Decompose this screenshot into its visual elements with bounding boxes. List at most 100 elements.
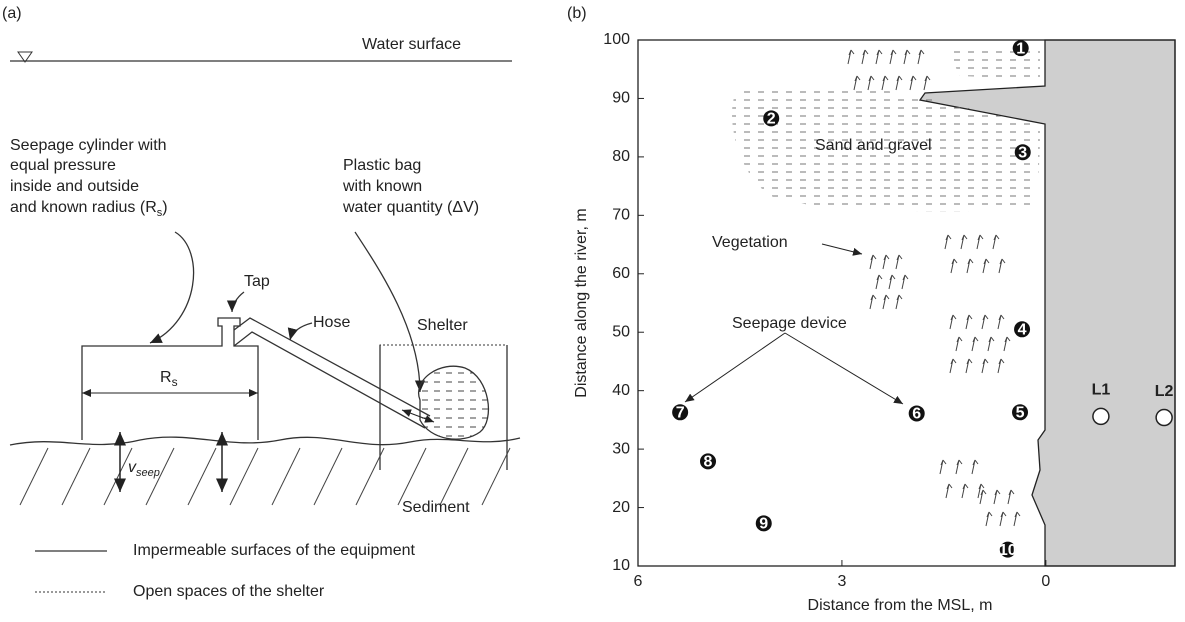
vegetation-mark — [992, 234, 1000, 250]
seepage-point — [1014, 144, 1031, 161]
y-tick-label: 70 — [612, 207, 630, 224]
vegetation-mark — [861, 49, 869, 65]
vegetation-mark — [997, 358, 1005, 374]
vegetation-mark — [875, 274, 883, 290]
sand-gravel-area — [732, 86, 1040, 212]
point-label: 9 — [759, 516, 768, 533]
vegetation-mark — [949, 314, 957, 330]
y-tick-label: 50 — [612, 323, 630, 340]
x-tick-label: 3 — [837, 573, 846, 590]
seepage-point — [1014, 321, 1031, 338]
vegetation-mark — [917, 49, 925, 65]
cylinder-note: Seepage cylinder with — [10, 137, 167, 154]
vegetation-mark — [955, 336, 963, 352]
vegetation-mark — [895, 75, 903, 91]
seepage-point — [763, 110, 780, 127]
vegetation-mark — [993, 489, 1001, 505]
vegetation-mark — [895, 254, 903, 270]
cylinder-note: and known radius (Rs) — [10, 199, 168, 219]
y-axis-label: Distance along the river, m — [573, 208, 590, 397]
vegetation-mark — [971, 336, 979, 352]
point-label: 7 — [676, 405, 685, 422]
vegetation-mark — [882, 254, 890, 270]
vegetation-mark — [987, 336, 995, 352]
shelter-top — [379, 344, 508, 470]
vegetation — [847, 49, 1021, 527]
seepage-point — [672, 404, 689, 421]
y-tick-label: 30 — [612, 440, 630, 457]
vegetation-mark — [955, 459, 963, 475]
vegetation-mark — [981, 314, 989, 330]
hatch-line — [103, 447, 133, 506]
velocity-label: vseep — [128, 459, 160, 479]
pointer — [821, 243, 863, 256]
seepage-point — [999, 541, 1016, 558]
seepage-point — [1012, 40, 1029, 57]
vegetation-mark — [901, 274, 909, 290]
x-tick-label: 6 — [634, 573, 643, 590]
legend-text: Impermeable surfaces of the equipment — [133, 542, 415, 559]
legend-text: Open spaces of the shelter — [133, 583, 325, 600]
vegetation-mark — [895, 294, 903, 310]
hatch-line — [271, 447, 301, 506]
vegetation-mark — [888, 274, 896, 290]
hatching — [19, 447, 511, 506]
panel-a: (a) Water surface Seepage cylinder with … — [2, 5, 521, 600]
vegetation-mark — [869, 294, 877, 310]
bag-note: water quantity (ΔV) — [342, 199, 479, 216]
vegetation-mark — [965, 358, 973, 374]
vegetation-mark — [997, 314, 1005, 330]
vegetation-mark — [889, 49, 897, 65]
y-tick-label: 90 — [612, 90, 630, 107]
plastic-bag — [417, 365, 490, 440]
seepage-point — [700, 453, 717, 470]
x-axis-label: Distance from the MSL, m — [808, 597, 993, 614]
pointer — [226, 291, 245, 313]
vegetation-mark — [961, 483, 969, 499]
vegetation-mark — [939, 459, 947, 475]
tap-label: Tap — [244, 273, 270, 290]
plot-frame — [637, 39, 1176, 567]
panel-label: (a) — [2, 5, 22, 22]
point-label: 10 — [999, 542, 1017, 559]
vegetation-mark — [971, 459, 979, 475]
sediment-surface — [9, 436, 521, 446]
bag-note: with known — [342, 178, 422, 195]
hatch-line — [229, 447, 259, 506]
vegetation-mark — [960, 234, 968, 250]
point-label: 6 — [912, 406, 921, 423]
vegetation-mark — [875, 49, 883, 65]
vegetation-mark — [1007, 489, 1015, 505]
bag-note: Plastic bag — [343, 157, 421, 174]
sand-label: Sand and gravel — [815, 137, 932, 154]
velocity-sub: seep — [136, 467, 160, 479]
cylinder-note: equal pressure — [10, 157, 116, 174]
hatch-line — [481, 447, 511, 506]
point-label: 4 — [1018, 322, 1027, 339]
device-label: Seepage device — [732, 315, 847, 332]
vegetation-mark — [998, 258, 1006, 274]
sediment-label: Sediment — [402, 499, 470, 516]
panel-label: (b) — [567, 5, 587, 22]
pointer — [684, 332, 786, 403]
vegetation-mark — [923, 75, 931, 91]
flow-arrow — [401, 409, 435, 423]
vegetation-mark — [981, 358, 989, 374]
vegetation-mark — [944, 234, 952, 250]
vegetation-mark — [950, 258, 958, 274]
hatch-line — [187, 447, 217, 506]
hatch-line — [61, 447, 91, 506]
vegetation-mark — [1013, 511, 1021, 527]
seepage-point — [1012, 404, 1029, 421]
vegetation-mark — [869, 254, 877, 270]
hatch-line — [313, 447, 343, 506]
note-close: ) — [162, 199, 167, 216]
radius-text: R — [160, 369, 172, 386]
hatch-line — [439, 447, 469, 506]
hose-label: Hose — [313, 314, 350, 331]
x-tick-label: 0 — [1041, 573, 1050, 590]
water-surface-label: Water surface — [362, 36, 461, 53]
vegetation-mark — [945, 483, 953, 499]
vegetation-mark — [979, 489, 987, 505]
